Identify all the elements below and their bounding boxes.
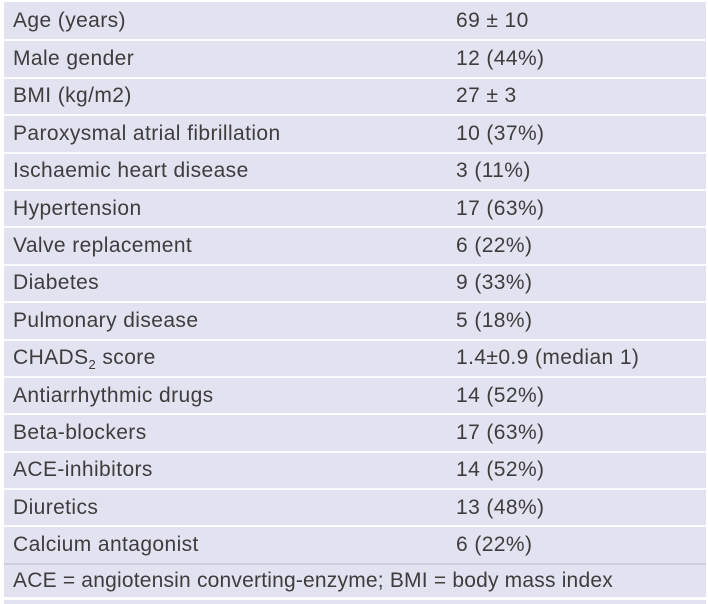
row-value: 1.4±0.9 (median 1) [456, 346, 640, 370]
row-value: 5 (18%) [456, 308, 533, 332]
row-label: Antiarrhythmic drugs [13, 383, 214, 407]
row-label: Age (years) [13, 8, 126, 32]
row-label: BMI (kg/m2) [13, 84, 132, 108]
row-label: Diabetes [13, 271, 100, 295]
chads2-subscript: 2 [88, 357, 97, 373]
table-row: Paroxysmal atrial fibrillation 10 (37%) [4, 114, 706, 152]
row-value: 14 (52%) [456, 383, 545, 407]
table-row: Antiarrhythmic drugs 14 (52%) [4, 375, 706, 414]
table-row: Diabetes 9 (33%) [4, 263, 706, 302]
row-value: 27 ± 3 [456, 84, 517, 108]
footnote-text: ACE = angiotensin converting-enzyme; BMI… [13, 568, 613, 592]
table-row: ACE-inhibitors 14 (52%) [4, 450, 706, 489]
row-label: Beta-blockers [13, 420, 147, 444]
table-row: Age (years) 69 ± 10 [4, 2, 706, 40]
row-label: Ischaemic heart disease [13, 159, 249, 183]
table-bottom-border [4, 599, 706, 604]
row-value: 17 (63%) [456, 196, 545, 220]
table-row: Valve replacement 6 (22%) [4, 226, 706, 264]
chads2-row-label: CHADS2 score [4, 346, 156, 373]
row-value: 10 (37%) [456, 121, 545, 145]
patient-characteristics-table: Age (years) 69 ± 10 Male gender 12 (44%)… [4, 2, 706, 604]
row-label: Valve replacement [13, 234, 193, 258]
table-row: Diuretics 13 (48%) [4, 488, 706, 526]
row-value: 14 (52%) [456, 458, 545, 482]
table-row: CHADS2 score 1.4±0.9 (median 1) [4, 338, 706, 376]
row-label: Male gender [13, 47, 135, 71]
chads2-label-post: score [96, 346, 156, 370]
row-value: 3 (11%) [456, 159, 531, 183]
row-label: Diuretics [13, 495, 99, 519]
chads2-label-pre: CHADS [13, 346, 89, 370]
row-value: 6 (22%) [456, 533, 533, 557]
row-label: ACE-inhibitors [13, 458, 153, 482]
row-label: Pulmonary disease [13, 308, 199, 332]
row-label: Hypertension [13, 196, 142, 220]
table-row: Male gender 12 (44%) [4, 39, 706, 77]
row-value: 13 (48%) [456, 495, 545, 519]
table-row: Ischaemic heart disease 3 (11%) [4, 151, 706, 189]
table-row: Hypertension 17 (63%) [4, 188, 706, 227]
row-value: 9 (33%) [456, 271, 533, 295]
row-value: 12 (44%) [456, 47, 545, 71]
table-bottom-gap [4, 596, 706, 600]
table-row: Calcium antagonist 6 (22%) [4, 525, 706, 563]
row-label: Paroxysmal atrial fibrillation [13, 121, 281, 145]
row-value: 69 ± 10 [456, 8, 529, 32]
table-row: Beta-blockers 17 (63%) [4, 413, 706, 451]
row-label: Calcium antagonist [13, 533, 199, 557]
table-row: BMI (kg/m2) 27 ± 3 [4, 76, 706, 115]
footnote-row: ACE = angiotensin converting-enzyme; BMI… [4, 562, 706, 597]
table-row: Pulmonary disease 5 (18%) [4, 301, 706, 339]
row-value: 17 (63%) [456, 420, 545, 444]
row-value: 6 (22%) [456, 234, 533, 258]
